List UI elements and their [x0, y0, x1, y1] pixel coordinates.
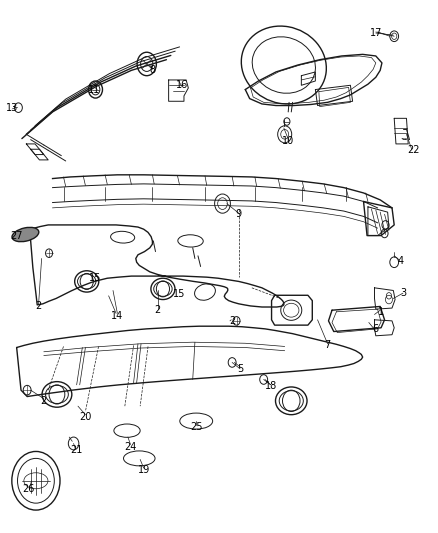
Text: 25: 25 — [190, 423, 202, 432]
Text: 22: 22 — [408, 146, 420, 155]
Text: 7: 7 — [325, 341, 331, 350]
Text: 1: 1 — [378, 307, 384, 317]
Text: 5: 5 — [237, 364, 243, 374]
Text: 21: 21 — [71, 446, 83, 455]
Text: 9: 9 — [236, 209, 242, 219]
Text: 6: 6 — [373, 325, 379, 334]
Text: 24: 24 — [124, 442, 137, 451]
Text: 2: 2 — [41, 396, 47, 406]
Text: 2: 2 — [35, 302, 42, 311]
Text: 4: 4 — [398, 256, 404, 266]
Text: 15: 15 — [89, 273, 102, 283]
Text: 13: 13 — [6, 103, 18, 112]
Text: 2: 2 — [229, 316, 235, 326]
Text: 27: 27 — [11, 231, 23, 240]
Text: 18: 18 — [265, 382, 277, 391]
Ellipse shape — [12, 228, 39, 241]
Text: 2: 2 — [155, 305, 161, 315]
Text: 3: 3 — [400, 288, 406, 298]
Text: 17: 17 — [370, 28, 382, 38]
Text: 10: 10 — [282, 136, 294, 146]
Text: 11: 11 — [88, 85, 100, 94]
Text: 15: 15 — [173, 289, 185, 299]
Text: 14: 14 — [111, 311, 124, 320]
Text: 20: 20 — [79, 412, 92, 422]
Text: 16: 16 — [176, 80, 188, 90]
Text: 26: 26 — [22, 484, 35, 494]
Text: 19: 19 — [138, 465, 150, 475]
Text: 8: 8 — [149, 66, 155, 75]
